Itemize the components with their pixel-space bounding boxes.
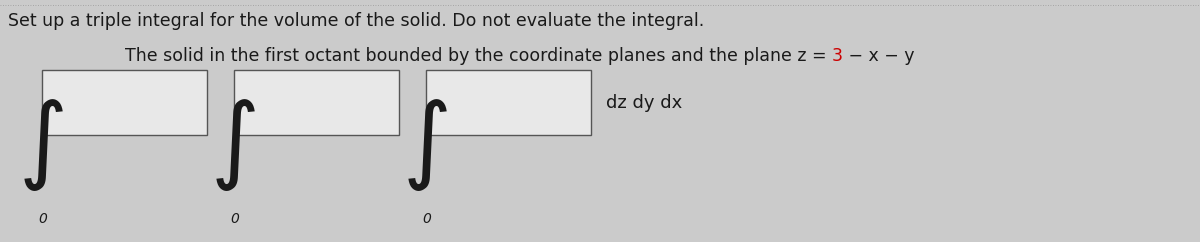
Text: 0: 0 bbox=[38, 212, 47, 226]
Text: 0: 0 bbox=[230, 212, 239, 226]
Text: 3: 3 bbox=[832, 47, 844, 65]
Text: − x − y: − x − y bbox=[844, 47, 914, 65]
Text: $\int$: $\int$ bbox=[210, 97, 256, 193]
Bar bbox=[426, 70, 592, 135]
Text: Set up a triple integral for the volume of the solid. Do not evaluate the integr: Set up a triple integral for the volume … bbox=[8, 12, 704, 30]
Bar bbox=[42, 70, 208, 135]
Bar bbox=[234, 70, 398, 135]
Text: $\int$: $\int$ bbox=[18, 97, 64, 193]
Text: The solid in the first octant bounded by the coordinate planes and the plane z =: The solid in the first octant bounded by… bbox=[125, 47, 832, 65]
Text: 0: 0 bbox=[422, 212, 431, 226]
Text: dz dy dx: dz dy dx bbox=[606, 93, 683, 112]
Text: $\int$: $\int$ bbox=[402, 97, 448, 193]
